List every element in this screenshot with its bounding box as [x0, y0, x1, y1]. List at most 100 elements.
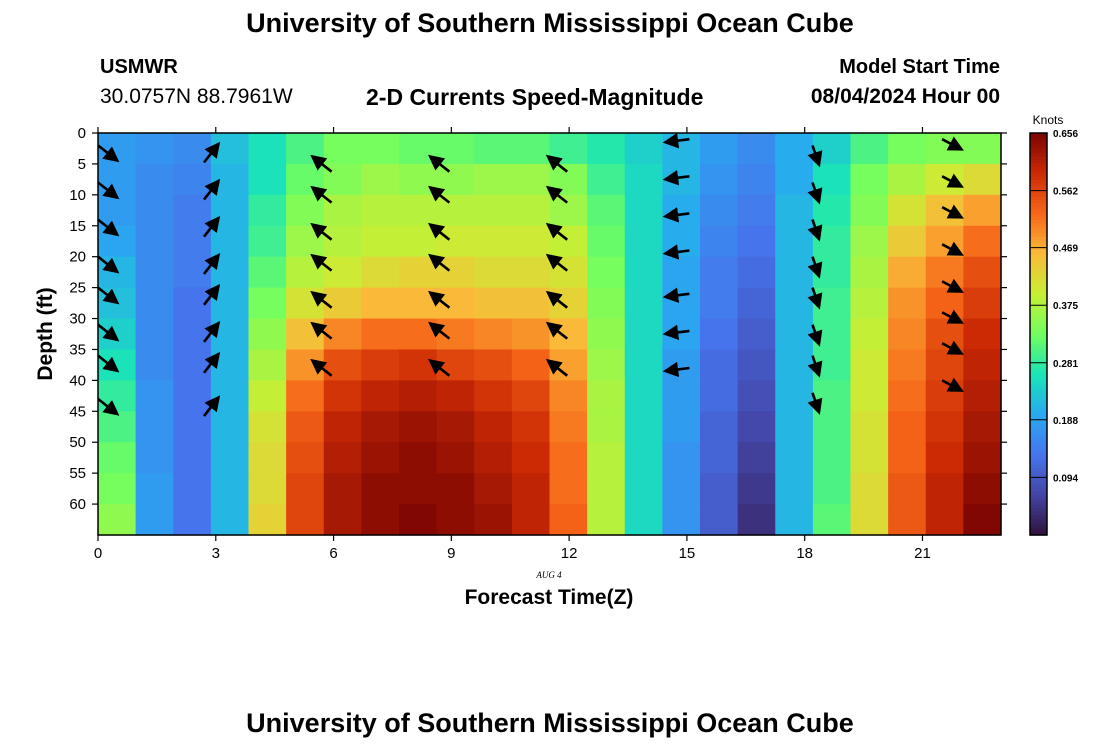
heatmap-cell: [587, 133, 626, 165]
heatmap-cell: [700, 504, 739, 536]
heatmap-cell: [775, 442, 814, 474]
current-vector-arrow: [97, 354, 120, 373]
current-vector-arrow: [310, 253, 333, 272]
heatmap-cell: [624, 349, 663, 381]
colorbar-segment: [1030, 156, 1047, 161]
heatmap-cell: [737, 473, 776, 505]
heatmap-cell: [737, 442, 776, 474]
current-vector-arrow: [807, 219, 823, 242]
heatmap-cell: [248, 287, 287, 320]
heatmap-cell: [436, 411, 475, 443]
y-tick-label: 50: [69, 434, 86, 451]
colorbar-segment: [1030, 357, 1047, 362]
colorbar-segment: [1030, 143, 1047, 147]
heatmap-cell: [361, 411, 400, 443]
heatmap-cell: [323, 133, 362, 165]
current-vector-arrow: [202, 320, 221, 343]
heatmap-cell: [700, 225, 739, 258]
colorbar-segment: [1030, 136, 1047, 141]
heatmap-cell: [98, 380, 137, 412]
heatmap-cell: [888, 194, 927, 227]
heatmap-cell: [98, 163, 137, 196]
heatmap-cell: [135, 256, 174, 289]
colorbar-segment: [1030, 223, 1047, 228]
heatmap-cell: [98, 442, 137, 474]
heatmap-cell: [737, 318, 776, 351]
current-vector-arrow: [662, 324, 690, 341]
heatmap-cell: [775, 473, 814, 505]
colorbar-segment: [1030, 501, 1047, 506]
heatmap-cell: [662, 380, 701, 412]
current-vector-arrow: [662, 132, 690, 149]
current-vector-arrow: [428, 253, 451, 272]
heatmap-cell: [587, 318, 626, 351]
heatmap-cell: [963, 380, 1002, 412]
heatmap-cell: [474, 411, 513, 443]
colorbar-segment: [1030, 260, 1047, 265]
current-vector-arrow: [428, 185, 451, 204]
heatmap-cell: [549, 411, 588, 443]
colorbar-tick-label: 0.188: [1053, 416, 1078, 427]
heatmap-cell: [210, 349, 250, 381]
heatmap-cell: [775, 287, 814, 320]
station-coordinates: 30.0757N 88.7961W: [100, 85, 293, 108]
colorbar-segment: [1030, 330, 1047, 335]
colorbar-segment: [1030, 263, 1047, 268]
current-vector-arrow: [202, 283, 221, 306]
heatmap-cell: [436, 163, 475, 196]
colorbar-segment: [1030, 518, 1047, 523]
heatmap-cell: [850, 287, 889, 320]
heatmap-cell: [587, 504, 626, 536]
heatmap-cell: [963, 163, 1002, 196]
colorbar-segment: [1030, 253, 1047, 258]
heatmap-cell: [700, 411, 739, 443]
heatmap-cell: [587, 287, 626, 320]
colorbar-segment: [1030, 200, 1047, 204]
heatmap-cell: [850, 225, 889, 258]
heatmap-cell: [624, 473, 663, 505]
heatmap-cell: [210, 504, 250, 536]
y-tick-label: 35: [69, 341, 86, 358]
heatmap-cell: [323, 349, 362, 381]
heatmap-cell: [700, 256, 739, 289]
colorbar-segment: [1030, 451, 1047, 456]
colorbar-segment: [1030, 216, 1047, 221]
heatmap-cell: [323, 411, 362, 443]
current-vector-arrow: [545, 358, 569, 377]
heatmap-cell: [737, 163, 776, 196]
heatmap-cell: [587, 473, 626, 505]
heatmap-cell: [925, 194, 964, 227]
heatmap-cell: [511, 225, 551, 258]
heatmap-cell: [963, 318, 1002, 351]
current-vector-arrow: [97, 397, 120, 416]
heatmap-cell: [173, 380, 212, 412]
heatmap-cell: [210, 256, 250, 289]
colorbar-tick-label: 0.094: [1053, 473, 1078, 484]
heatmap-cell: [700, 349, 739, 381]
current-vector-arrow: [807, 144, 823, 168]
colorbar-segment: [1030, 303, 1047, 308]
current-vector-arrow: [545, 185, 569, 204]
heatmap-cell: [737, 380, 776, 412]
colorbar-segment: [1030, 283, 1047, 288]
current-vector-arrow: [807, 256, 823, 279]
colorbar-segment: [1030, 153, 1047, 158]
colorbar-segment: [1030, 163, 1047, 168]
heatmap-cell: [888, 256, 927, 289]
heatmap-cell: [135, 318, 174, 351]
heatmap-cell: [511, 256, 551, 289]
heatmap-cell: [210, 163, 250, 196]
colorbar-segment: [1030, 441, 1047, 446]
heatmap-cell: [135, 287, 174, 320]
heatmap-cell: [888, 163, 927, 196]
colorbar-segment: [1030, 146, 1047, 151]
current-vector-arrow: [545, 222, 569, 241]
heatmap-cell: [173, 318, 212, 351]
colorbar-segment: [1030, 290, 1047, 295]
current-vector-arrow: [941, 136, 964, 151]
heatmap-cell: [286, 473, 325, 505]
heatmap-cell: [511, 133, 551, 165]
current-vector-arrow: [310, 222, 333, 241]
current-vector-arrow: [202, 351, 221, 374]
colorbar-segment: [1030, 384, 1047, 389]
